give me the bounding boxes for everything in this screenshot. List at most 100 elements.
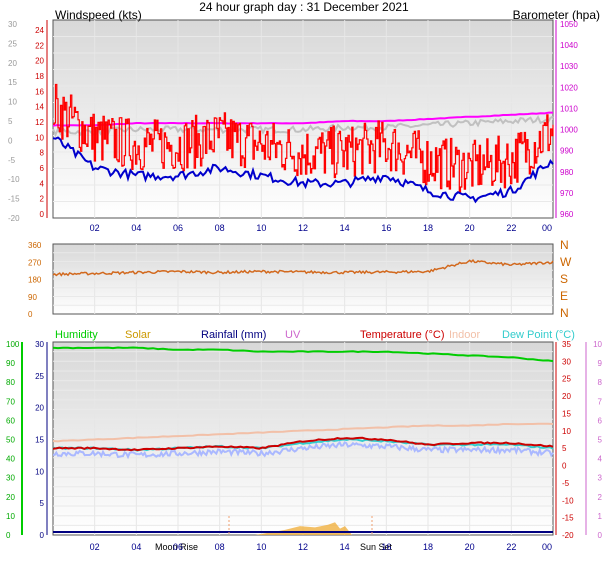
wind-outer-tick-6: 0 — [8, 136, 13, 145]
x-tick-top-10: 10 — [256, 223, 266, 233]
rain-tick-1: 25 — [35, 372, 44, 381]
direction-tick-2: 180 — [28, 276, 42, 285]
temp-tick-9: -10 — [562, 496, 574, 505]
temp-tick-1: 30 — [562, 357, 571, 366]
baro-tick-9: 960 — [560, 210, 574, 219]
temp-tick-0: 35 — [562, 340, 571, 349]
direction-grid — [53, 244, 553, 314]
temp-tick-3: 20 — [562, 392, 571, 401]
legend-dew: Dew Point (°C) — [502, 329, 575, 341]
uv-tick-7: 3 — [598, 474, 603, 483]
uv-tick-1: 9 — [598, 359, 603, 368]
x-tick-bottom-02: 02 — [90, 542, 100, 552]
windspeed-series — [53, 83, 554, 193]
direction-tick-3: 90 — [28, 293, 37, 302]
humidity-tick-9: 10 — [6, 512, 15, 521]
temp-grid — [53, 342, 553, 535]
compass-tick-0: N — [560, 238, 569, 252]
direction-tick-4: 0 — [28, 310, 33, 319]
wind-outer-tick-2: 20 — [8, 59, 17, 68]
baro-tick-2: 1030 — [560, 62, 578, 71]
wind-tick-11: 2 — [40, 195, 45, 204]
x-tick-top-08: 08 — [215, 223, 225, 233]
gust-gray-series — [52, 114, 554, 138]
wind-tick-2: 20 — [35, 57, 44, 66]
temperature-series — [52, 436, 554, 452]
humidity-tick-2: 80 — [6, 378, 15, 387]
x-tick-bottom-04: 04 — [131, 542, 141, 552]
uv-tick-9: 1 — [598, 512, 603, 521]
legend-rain: Rainfall (mm) — [201, 329, 266, 341]
humidity-tick-0: 100 — [6, 340, 20, 349]
x-tick-top-12: 12 — [298, 223, 308, 233]
humidity-tick-3: 70 — [6, 397, 15, 406]
compass-tick-2: S — [560, 272, 568, 286]
temp-tick-4: 15 — [562, 409, 571, 418]
rain-tick-0: 30 — [35, 340, 44, 349]
legend-indoor: Indoor — [449, 329, 481, 341]
wind-tick-6: 12 — [35, 118, 44, 127]
x-tick-bottom-22: 22 — [506, 542, 516, 552]
legend-uv: UV — [285, 329, 301, 341]
moonrise-label: Moon Rise — [155, 542, 198, 552]
legend-solar: Solar — [125, 329, 151, 341]
legend-humidity: Humidity — [55, 329, 98, 341]
wind-outer-tick-0: 30 — [8, 20, 17, 29]
wind-tick-12: 0 — [40, 210, 45, 219]
x-tick-bottom-14: 14 — [340, 542, 350, 552]
rain-tick-6: 0 — [40, 531, 45, 540]
wind-tick-10: 4 — [40, 179, 45, 188]
uv-tick-6: 4 — [598, 455, 603, 464]
wind-outer-tick-1: 25 — [8, 39, 17, 48]
x-tick-top-18: 18 — [423, 223, 433, 233]
indoor-series — [52, 422, 554, 443]
humidity-tick-4: 60 — [6, 416, 15, 425]
humidity-tick-8: 20 — [6, 493, 15, 502]
rain-tick-4: 10 — [35, 467, 44, 476]
x-tick-top-20: 20 — [465, 223, 475, 233]
uv-tick-3: 7 — [598, 397, 603, 406]
chart-title: 24 hour graph day : 31 December 2021 — [199, 0, 409, 14]
x-tick-bottom-06: 06 — [173, 542, 183, 552]
wind-outer-tick-7: -5 — [8, 156, 16, 165]
direction-tick-1: 270 — [28, 258, 42, 267]
x-tick-top-00: 00 — [542, 223, 552, 233]
legend-temperature: Temperature (°C) — [360, 329, 444, 341]
humidity-series — [52, 346, 554, 363]
x-tick-bottom-16: 16 — [381, 542, 391, 552]
uv-tick-0: 10 — [593, 340, 602, 349]
temp-tick-11: -20 — [562, 531, 574, 540]
uv-tick-4: 6 — [598, 416, 603, 425]
x-tick-bottom-20: 20 — [465, 542, 475, 552]
x-tick-bottom-12: 12 — [298, 542, 308, 552]
temp-tick-2: 25 — [562, 375, 571, 384]
uv-tick-8: 2 — [598, 493, 603, 502]
dew-light-series — [52, 440, 554, 460]
humidity-tick-1: 90 — [6, 359, 15, 368]
x-axis-ticks: 02 02 04 04 06 06 08 08 10 10 12 12 14 14 16 16 18 18 20 20… — [90, 223, 552, 552]
wind-tick-1: 22 — [35, 41, 44, 50]
wind-average-series — [52, 136, 554, 204]
baro-tick-3: 1020 — [560, 83, 578, 92]
wind-outer-tick-8: -10 — [8, 175, 20, 184]
wind-tick-0: 24 — [35, 26, 44, 35]
windspeed-label: Windspeed (kts) — [55, 8, 142, 22]
compass-tick-3: E — [560, 289, 568, 303]
wind-outer-tick-5: 5 — [8, 117, 13, 126]
wind-outer-tick-3: 15 — [8, 78, 17, 87]
baro-tick-6: 990 — [560, 147, 574, 156]
wind-tick-3: 18 — [35, 72, 44, 81]
baro-tick-4: 1010 — [560, 104, 578, 113]
baro-tick-5: 1000 — [560, 126, 578, 135]
x-tick-top-04: 04 — [131, 223, 141, 233]
humidity-tick-10: 0 — [6, 531, 11, 540]
rain-tick-3: 15 — [35, 436, 44, 445]
x-tick-top-22: 22 — [506, 223, 516, 233]
x-tick-top-16: 16 — [381, 223, 391, 233]
wind-tick-9: 6 — [40, 164, 45, 173]
compass-tick-4: N — [560, 306, 569, 320]
sunset-label: Sun Set — [360, 542, 393, 552]
uv-tick-2: 8 — [598, 378, 603, 387]
